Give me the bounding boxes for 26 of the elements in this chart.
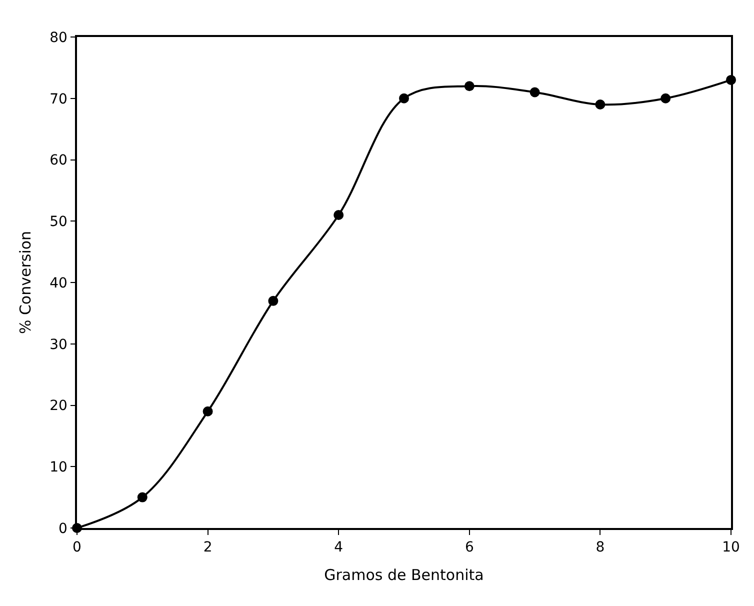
x-tick-label: 0 (72, 540, 82, 556)
x-tick-label: 2 (203, 540, 212, 556)
point (334, 210, 344, 220)
x-tick-label: 10 (722, 540, 740, 556)
y-tick-label: 80 (50, 30, 68, 46)
point (137, 492, 148, 502)
y-tick-label: 0 (58, 520, 68, 537)
x-axis-title: Gramos de Bentonita (324, 566, 484, 584)
x-tick-label: 4 (334, 540, 344, 556)
point (595, 100, 606, 110)
point (399, 93, 409, 104)
y-tick-label: 10 (50, 460, 68, 476)
y-tick-label: 30 (50, 336, 68, 353)
point (202, 406, 213, 416)
y-tick-label: 50 (50, 214, 68, 230)
point (530, 87, 540, 98)
y-tick-label: 60 (50, 152, 68, 169)
x-tick-label: 8 (596, 540, 605, 556)
y-tick-label: 20 (50, 398, 68, 414)
point (268, 296, 278, 306)
y-tick-label: 40 (50, 275, 68, 292)
y-axis-title: % Conversion (16, 230, 34, 334)
point (464, 81, 474, 92)
y-tick-label: 70 (50, 91, 68, 108)
x-tick-label: 6 (464, 540, 474, 556)
point (660, 93, 671, 104)
